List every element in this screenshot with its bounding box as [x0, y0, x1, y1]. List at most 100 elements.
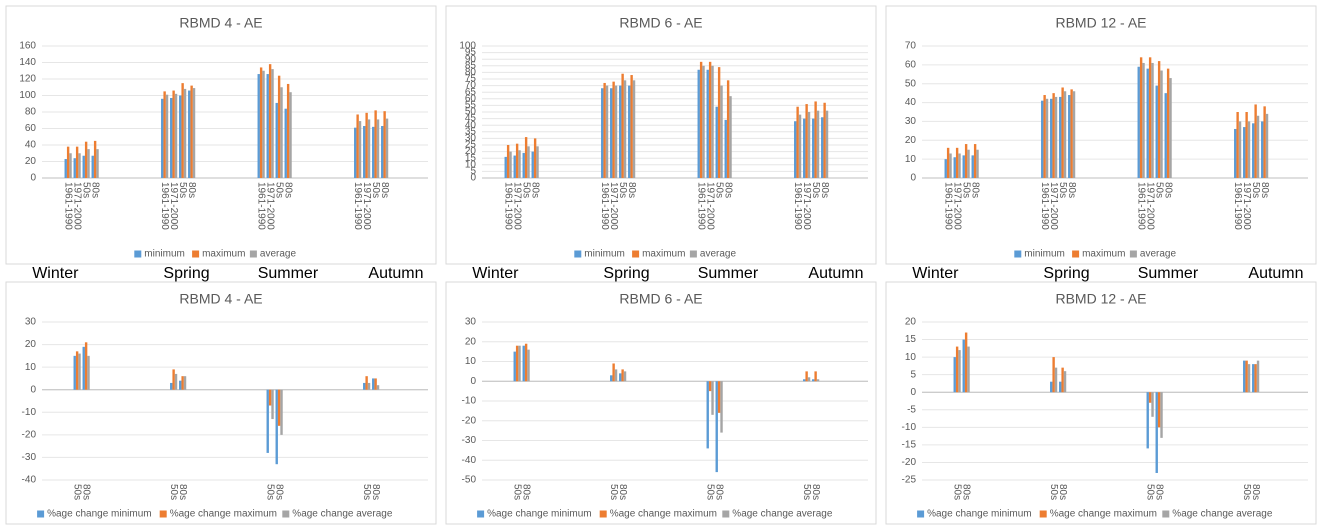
season-label: Summer — [1138, 265, 1199, 282]
bar — [967, 149, 970, 178]
bar — [1243, 127, 1246, 178]
bar — [1070, 89, 1073, 178]
bar — [699, 61, 703, 179]
bar — [259, 67, 263, 178]
legend-swatch — [574, 250, 582, 258]
bar — [1160, 70, 1163, 178]
bar — [192, 88, 196, 178]
y-tick-label: 100 — [19, 90, 36, 101]
x-tick-label: 50s — [168, 484, 179, 500]
bar — [524, 137, 528, 178]
bar — [527, 146, 530, 178]
bar — [706, 381, 709, 449]
y-tick-label: 10 — [25, 362, 37, 373]
bar — [605, 85, 609, 178]
x-tick-label: 50s — [801, 484, 812, 500]
legend-label: average — [700, 249, 737, 260]
x-tick-label: 80s — [370, 484, 381, 500]
bar — [803, 379, 806, 382]
bar — [946, 147, 950, 178]
bar — [715, 106, 718, 178]
x-tick-label: 50s — [1153, 182, 1164, 198]
y-tick-label: 10 — [905, 352, 917, 363]
bar — [1148, 392, 1152, 403]
bar — [87, 149, 90, 178]
x-tick-label: 1971-2000 — [71, 182, 82, 230]
bar — [75, 351, 79, 390]
x-tick-label: 1971-2000 — [168, 182, 179, 230]
legend-label: %age change average — [732, 509, 833, 520]
x-tick-label: 80s — [810, 484, 821, 500]
bar — [1256, 360, 1260, 393]
season-label: Winter — [32, 265, 79, 282]
bar — [174, 373, 178, 390]
x-tick-label: 1971-2000 — [801, 182, 812, 230]
bar — [376, 119, 380, 178]
y-tick-label: -40 — [462, 455, 477, 466]
x-tick-label: 1961-1990 — [1039, 182, 1050, 230]
bar — [266, 389, 269, 453]
bar — [1063, 91, 1067, 178]
x-tick-label: 80s — [379, 182, 390, 198]
bar — [1151, 392, 1154, 417]
bar — [610, 88, 613, 178]
bar — [1068, 95, 1071, 178]
bar — [621, 73, 624, 178]
x-tick-label: 1961-1990 — [62, 182, 73, 230]
bar — [91, 155, 94, 178]
bar — [794, 121, 797, 178]
y-tick-label: 30 — [465, 133, 477, 144]
bar — [284, 108, 287, 178]
bar — [365, 376, 368, 390]
bar — [628, 85, 631, 178]
legend-label: maximum — [642, 249, 685, 260]
y-tick-label: 20 — [905, 317, 917, 328]
bar — [82, 346, 85, 390]
bar — [614, 369, 618, 382]
x-tick-label: 80s — [617, 484, 628, 500]
bar — [962, 339, 965, 393]
x-tick-label: 80s — [1250, 484, 1261, 500]
bar — [803, 118, 806, 178]
x-tick-label: 80s — [186, 182, 197, 198]
y-tick-label: 30 — [465, 317, 477, 328]
bar — [962, 155, 965, 178]
x-tick-label: 80s — [273, 484, 284, 500]
legend-swatch — [1014, 250, 1022, 258]
x-tick-label: 50s — [704, 484, 715, 500]
y-tick-label: -20 — [902, 457, 917, 468]
bar — [165, 94, 169, 178]
bar — [971, 155, 974, 178]
chart-title: RBMD 12 - AE — [1055, 291, 1146, 307]
x-tick-label: 50s — [370, 182, 381, 198]
legend-swatch — [1039, 510, 1047, 518]
y-tick-label: 90 — [465, 54, 477, 65]
legend-swatch — [134, 250, 142, 258]
y-tick-label: -40 — [22, 475, 37, 486]
x-tick-label: 1971-2000 — [1241, 182, 1252, 230]
x-tick-label: 80s — [1066, 182, 1077, 198]
x-tick-label: 80s — [960, 484, 971, 500]
x-tick-label: 50s — [511, 484, 522, 500]
bar — [1137, 66, 1140, 178]
bar — [504, 156, 507, 178]
bar — [179, 95, 182, 178]
legend-swatch — [1129, 250, 1137, 258]
y-tick-label: -10 — [22, 407, 37, 418]
bar — [181, 376, 184, 390]
bar — [1045, 98, 1049, 178]
legend-label: maximum — [1082, 249, 1125, 260]
legend-label: %age change maximum — [1050, 509, 1157, 520]
bar — [84, 141, 88, 178]
x-tick-label: 80s — [520, 484, 531, 500]
y-tick-label: 40 — [465, 120, 477, 131]
season-label: Summer — [258, 265, 319, 282]
bar — [1052, 93, 1055, 178]
y-tick-label: 70 — [905, 41, 917, 52]
bar — [170, 382, 173, 390]
bar — [623, 371, 627, 382]
bar — [385, 118, 389, 178]
x-tick-label: 1961-1990 — [502, 182, 513, 230]
x-tick-label: 1961-1990 — [1135, 182, 1146, 230]
